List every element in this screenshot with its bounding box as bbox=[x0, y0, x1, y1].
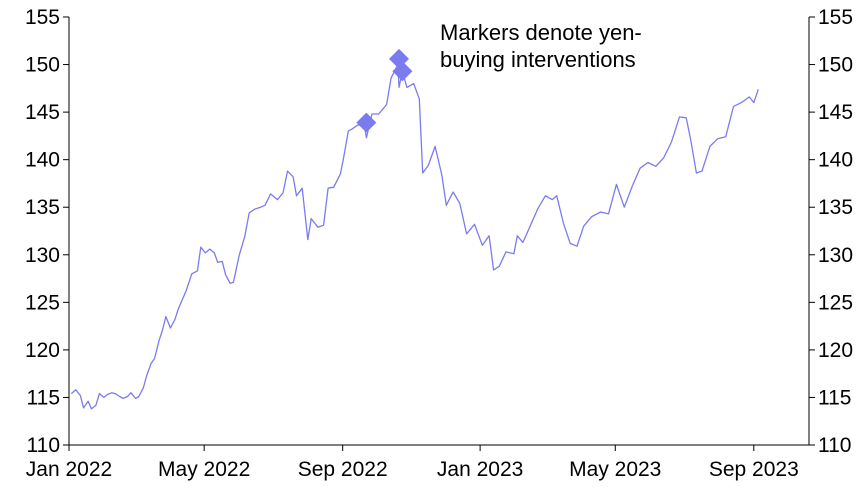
left-y-tick-label: 115 bbox=[27, 386, 60, 409]
x-tick-label: May 2022 bbox=[158, 458, 250, 481]
axes bbox=[68, 17, 810, 446]
right-y-tick-label: 120 bbox=[818, 339, 853, 362]
right-y-tick-label: 110 bbox=[818, 434, 851, 457]
right-y-tick-label: 125 bbox=[818, 291, 853, 314]
annotation-line-1: Markers denote yen- bbox=[440, 20, 642, 45]
annotation-text: Markers denote yen- buying interventions bbox=[440, 20, 648, 72]
intervention-marker bbox=[392, 61, 413, 82]
left-y-tick-label: 150 bbox=[25, 54, 60, 77]
left-y-tick-label: 145 bbox=[25, 101, 60, 124]
series-line bbox=[70, 63, 759, 410]
annotation-line-2: buying interventions bbox=[440, 47, 636, 72]
left-y-tick-label: 140 bbox=[25, 149, 60, 172]
right-y-tick-label: 145 bbox=[818, 101, 853, 124]
intervention-marker bbox=[356, 112, 377, 133]
left-y-tick-label: 120 bbox=[25, 339, 60, 362]
x-tick-label: Sep 2023 bbox=[709, 458, 799, 481]
x-ticks: Jan 2022 May 2022 Sep 2022 Jan 2023 May 2023… bbox=[26, 445, 799, 481]
left-y-tick-label: 130 bbox=[25, 244, 60, 267]
right-y-tick-label: 130 bbox=[818, 244, 853, 267]
left-y-ticks: 110 115 120 125 130 135 140 145 150 155 bbox=[25, 6, 69, 457]
right-y-ticks: 110 115 120 125 130 135 140 145 150 155 bbox=[809, 6, 853, 457]
left-y-tick-label: 155 bbox=[25, 6, 60, 29]
intervention-marker bbox=[389, 48, 410, 69]
x-tick-label: May 2023 bbox=[569, 458, 661, 481]
left-y-tick-label: 110 bbox=[27, 434, 60, 457]
right-y-tick-label: 115 bbox=[818, 386, 851, 409]
right-y-tick-label: 135 bbox=[818, 196, 853, 219]
intervention-markers bbox=[356, 48, 413, 133]
right-y-tick-label: 140 bbox=[818, 149, 853, 172]
left-y-tick-label: 125 bbox=[25, 291, 60, 314]
x-tick-label: Jan 2023 bbox=[437, 458, 523, 481]
x-tick-label: Jan 2022 bbox=[26, 458, 112, 481]
left-y-tick-label: 135 bbox=[25, 196, 60, 219]
right-y-tick-label: 155 bbox=[818, 6, 853, 29]
x-tick-label: Sep 2022 bbox=[298, 458, 388, 481]
right-y-tick-label: 150 bbox=[818, 54, 853, 77]
